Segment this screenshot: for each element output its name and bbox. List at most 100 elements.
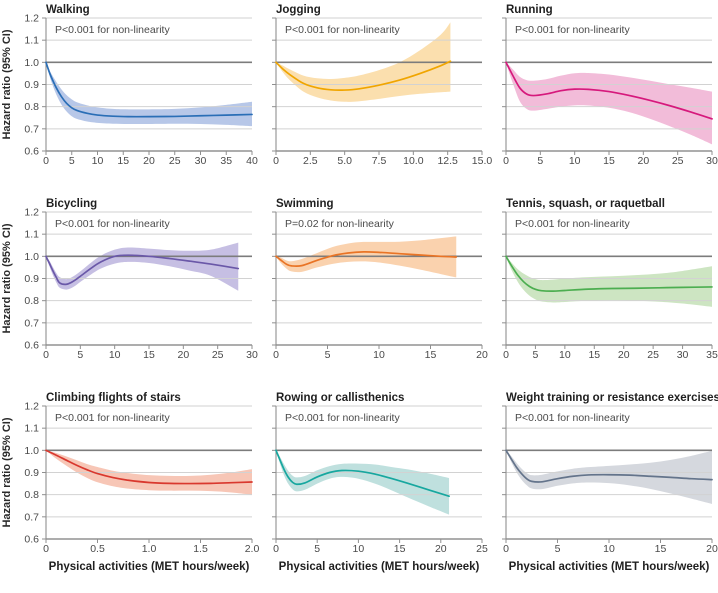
y-tick-labels: 1.2 1.1 1.0 0.9 0.8 0.7 0.6 [24,13,39,158]
svg-text:0.8: 0.8 [24,489,39,501]
svg-text:0.9: 0.9 [24,79,39,91]
panel-running: Running 0 5 10 15 20 25 30 P<0.001 for non-linea… [502,4,718,168]
gridlines [506,211,712,324]
x-axis-title: Physical activities (MET hours/week) [279,561,480,573]
gridlines [506,17,712,130]
svg-text:1.1: 1.1 [24,35,39,47]
panel-title: Climbing flights of stairs [46,392,181,404]
svg-text:20: 20 [143,155,155,167]
svg-text:7.5: 7.5 [372,155,387,167]
svg-text:0.8: 0.8 [24,101,39,113]
svg-text:5: 5 [314,543,320,555]
hazard-ratio-figure: Walking 0 5 10 15 20 25 30 35 40 1.2 1.1 1.0 0.9 0.8 0.… [0,4,718,576]
svg-text:30: 30 [195,155,207,167]
svg-text:0: 0 [273,543,279,555]
svg-text:0.7: 0.7 [24,511,39,523]
svg-text:2.0: 2.0 [245,543,260,555]
svg-text:0.9: 0.9 [24,273,39,285]
gridlines [506,405,712,518]
tick-marks [272,17,483,155]
x-tick-labels: 0 5 10 15 20 25 30 [43,349,258,361]
svg-text:1.1: 1.1 [24,423,39,435]
panel-swimming: Swimming 0 5 10 15 20 P=0.02 for non-linearity [272,198,488,362]
svg-text:15: 15 [655,543,667,555]
svg-text:0.6: 0.6 [24,534,39,546]
svg-text:0: 0 [503,543,509,555]
svg-text:0: 0 [503,155,509,167]
panel-title: Walking [46,4,90,16]
y-axis-title: Hazard ratio (95% CI) [1,223,13,333]
x-tick-labels: 0 5 10 15 20 [503,543,718,555]
svg-text:10: 10 [569,155,581,167]
svg-text:0: 0 [43,349,49,361]
panel-title: Rowing or callisthenics [276,392,404,404]
panel-title: Running [506,4,553,16]
svg-text:25: 25 [212,349,224,361]
svg-text:2.5: 2.5 [303,155,318,167]
panel-title: Weight training or resistance exercises [506,392,718,404]
svg-text:20: 20 [706,543,718,555]
hazard-ratio-curve [45,254,240,286]
svg-text:0.6: 0.6 [24,340,39,352]
svg-text:10.0: 10.0 [403,155,424,167]
ci-band [46,62,252,127]
svg-text:5: 5 [555,543,561,555]
chart-climbing-flights-of-stairs: Climbing flights of stairs 0 0.5 1.0 1.5 2.0 1… [1,392,260,573]
chart-swimming: Swimming 0 5 10 15 20 P=0.02 for non-linearity [272,198,488,361]
panel-walking: Walking 0 5 10 15 20 25 30 35 40 1.2 1.1 1.0 0.9 0.8 0.… [0,4,258,168]
tick-marks [502,17,713,155]
ci-band [276,22,451,102]
ci-band [46,242,239,291]
panel-tennis-squash-or-raquetball: Tennis, squash, or raquetball 0 5 10 15 20 25 3… [502,198,718,362]
tick-marks [42,17,253,155]
svg-text:35: 35 [706,349,718,361]
svg-text:15: 15 [394,543,406,555]
panel-weight-training-or-resistance-exercises: Weight training or resistance exercises 0… [502,392,718,576]
svg-text:10: 10 [353,543,365,555]
svg-text:20: 20 [618,349,630,361]
svg-text:10: 10 [92,155,104,167]
x-tick-labels: 0 5 10 15 20 25 30 35 40 [43,155,258,167]
panel-bicycling: Bicycling 0 5 10 15 20 25 30 1.2 1.1 1.0 0.9 0.8 0.7 0… [0,198,258,362]
ci-band [506,450,712,504]
tick-marks [42,405,253,543]
gridlines [276,211,482,324]
svg-text:30: 30 [706,155,718,167]
svg-text:0: 0 [43,155,49,167]
svg-text:1.0: 1.0 [24,445,39,457]
chart-tennis-squash-or-raquetball: Tennis, squash, or raquetball 0 5 10 15 20 25 3… [502,198,718,361]
svg-text:25: 25 [647,349,659,361]
svg-text:15: 15 [588,349,600,361]
svg-text:5: 5 [325,349,331,361]
svg-text:35: 35 [220,155,232,167]
svg-text:25: 25 [169,155,181,167]
svg-text:30: 30 [677,349,689,361]
nonlinearity-p-value: P<0.001 for non-linearity [285,412,400,424]
hazard-ratio-curve [275,449,450,498]
chart-bicycling: Bicycling 0 5 10 15 20 25 30 1.2 1.1 1.0 0.9 0.8 0.7 0… [1,198,258,361]
hazard-ratio-curve [505,255,713,292]
nonlinearity-p-value: P<0.001 for non-linearity [515,412,630,424]
svg-text:20: 20 [476,349,488,361]
svg-text:1.2: 1.2 [24,401,39,413]
tick-marks [272,405,483,543]
nonlinearity-p-value: P<0.001 for non-linearity [55,218,170,230]
svg-text:15: 15 [603,155,615,167]
chart-running: Running 0 5 10 15 20 25 30 P<0.001 for non-linea… [502,4,718,167]
ci-band [506,62,712,145]
x-tick-labels: 0 5 10 15 20 25 30 35 [503,349,718,361]
hazard-ratio-curve [275,251,458,268]
svg-text:15: 15 [425,349,437,361]
svg-text:0.5: 0.5 [90,543,105,555]
y-axis-title: Hazard ratio (95% CI) [1,417,13,527]
chart-weight-training-or-resistance-exercises: Weight training or resistance exercises 0… [502,392,718,573]
nonlinearity-p-value: P<0.001 for non-linearity [515,218,630,230]
y-tick-labels: 1.2 1.1 1.0 0.9 0.8 0.7 0.6 [24,401,39,546]
chart-rowing-or-callisthenics: Rowing or callisthenics 0 5 10 15 20 25 P<0.001… [272,392,488,573]
gridlines [46,405,252,518]
svg-text:15: 15 [143,349,155,361]
y-axis-title: Hazard ratio (95% CI) [1,29,13,139]
svg-text:0.7: 0.7 [24,317,39,329]
svg-text:5: 5 [69,155,75,167]
ci-band [276,450,450,515]
